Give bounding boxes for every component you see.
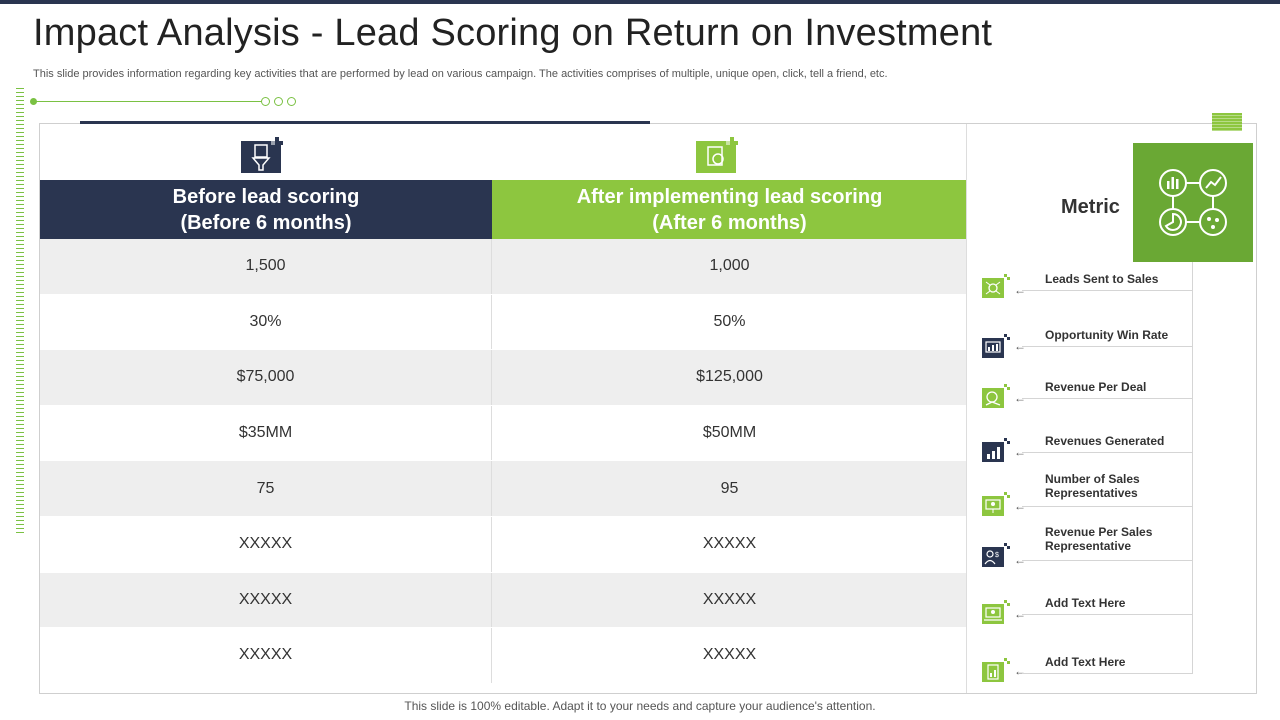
decorative-circle bbox=[287, 97, 296, 106]
arrow-left-icon: ← bbox=[1014, 445, 1026, 459]
header-after-line1: After implementing lead scoring bbox=[576, 185, 883, 208]
metric-text: Revenues Generated bbox=[1045, 434, 1165, 448]
decorative-dot bbox=[30, 98, 37, 105]
section-divider bbox=[966, 124, 967, 693]
metric-text: Number of Sales Representatives bbox=[1045, 472, 1140, 500]
decorative-dotted-bar bbox=[16, 88, 24, 534]
metric-item: ← Leads Sent to Sales bbox=[980, 270, 1195, 310]
svg-text:$: $ bbox=[995, 552, 999, 559]
metric-item: ← Revenue Per Deal bbox=[980, 378, 1195, 418]
metric-text: Leads Sent to Sales bbox=[1045, 272, 1159, 286]
header-after: After implementing lead scoring (After 6… bbox=[492, 180, 967, 239]
slide-title: Impact Analysis - Lead Scoring on Return… bbox=[33, 12, 993, 54]
metric-line bbox=[1022, 452, 1192, 453]
metric-line bbox=[1022, 290, 1192, 291]
comparison-table: 1,500 1,000 30% 50% $75,000 $125,000 $35… bbox=[40, 239, 967, 684]
before-value: XXXXX bbox=[40, 572, 492, 628]
metric-line bbox=[1022, 673, 1192, 674]
arrow-left-icon: ← bbox=[1014, 499, 1026, 513]
metric-item: ← Opportunity Win Rate bbox=[980, 326, 1195, 366]
arrow-left-icon: ← bbox=[1014, 607, 1026, 621]
metric-item: ← Add Text Here bbox=[980, 594, 1195, 634]
decorative-circle bbox=[261, 97, 270, 106]
metric-connector-line bbox=[1192, 262, 1193, 674]
metric-text: Add Text Here bbox=[1045, 596, 1126, 610]
arrow-left-icon: ← bbox=[1014, 391, 1026, 405]
slide-subtitle: This slide provides information regardin… bbox=[33, 68, 888, 80]
decorative-line bbox=[33, 101, 263, 102]
metric-line bbox=[1022, 506, 1192, 507]
decorative-tab bbox=[1212, 113, 1242, 131]
before-value: 1,500 bbox=[40, 239, 492, 294]
table-row: XXXXX XXXXX bbox=[40, 516, 967, 573]
chart-board-icon bbox=[980, 332, 1010, 360]
laptop-idea-icon bbox=[980, 598, 1010, 626]
metric-line bbox=[1022, 560, 1192, 561]
metric-line bbox=[1022, 398, 1192, 399]
metric-item: ← Number of Sales Representatives bbox=[980, 470, 1195, 516]
arrow-left-icon: ← bbox=[1014, 339, 1026, 353]
table-row: 75 95 bbox=[40, 461, 967, 517]
header-before-line1: Before lead scoring bbox=[172, 185, 360, 208]
after-value: $125,000 bbox=[696, 368, 763, 386]
analytics-dashboard-icon bbox=[1133, 143, 1253, 262]
network-icon bbox=[980, 272, 1010, 300]
metric-line bbox=[1022, 614, 1192, 615]
funnel-document-icon bbox=[241, 137, 283, 173]
header-after-line2: (After 6 months) bbox=[652, 211, 807, 234]
after-value: 1,000 bbox=[709, 257, 750, 275]
table-row: XXXXX XXXXX bbox=[40, 628, 967, 684]
metric-line bbox=[1022, 346, 1192, 347]
metric-text: Revenue Per Sales Representative bbox=[1045, 525, 1153, 553]
table-row: 1,500 1,000 bbox=[40, 239, 967, 295]
after-value: XXXXX bbox=[702, 590, 757, 608]
document-chart-icon bbox=[980, 656, 1010, 684]
table-row: $75,000 $125,000 bbox=[40, 350, 967, 406]
arrow-left-icon: ← bbox=[1014, 553, 1026, 567]
arrow-left-icon: ← bbox=[1014, 283, 1026, 297]
after-value: $50MM bbox=[702, 424, 757, 442]
metric-text: Opportunity Win Rate bbox=[1045, 328, 1169, 342]
metric-item: ← Add Text Here bbox=[980, 653, 1195, 693]
before-value: 75 bbox=[40, 461, 492, 516]
frame-accent-line bbox=[80, 121, 650, 124]
after-value: 95 bbox=[720, 479, 739, 497]
person-dollar-icon: $ bbox=[980, 541, 1010, 569]
header-before: Before lead scoring (Before 6 months) bbox=[40, 180, 492, 239]
header-before-line2: (Before 6 months) bbox=[180, 211, 352, 234]
metric-text: Revenue Per Deal bbox=[1045, 380, 1147, 394]
metric-item: ← Revenues Generated bbox=[980, 432, 1195, 472]
arrow-left-icon: ← bbox=[1014, 664, 1026, 678]
bar-growth-icon bbox=[980, 436, 1010, 464]
before-value: $35MM bbox=[40, 405, 492, 461]
after-value: XXXXX bbox=[702, 646, 757, 664]
target-document-icon bbox=[696, 137, 738, 173]
table-row: 30% 50% bbox=[40, 294, 967, 351]
metric-item: $ ← Revenue Per Sales Representative bbox=[980, 523, 1195, 567]
decorative-circle bbox=[274, 97, 283, 106]
after-value: XXXXX bbox=[702, 535, 757, 553]
before-value: XXXXX bbox=[40, 516, 492, 572]
table-row: XXXXX XXXXX bbox=[40, 572, 967, 629]
metric-label: Metric bbox=[1061, 196, 1120, 218]
top-accent-bar bbox=[0, 0, 1280, 4]
before-value: XXXXX bbox=[40, 628, 492, 683]
table-row: $35MM $50MM bbox=[40, 405, 967, 462]
before-value: 30% bbox=[40, 294, 492, 350]
after-value: 50% bbox=[713, 312, 746, 330]
handshake-dollar-icon bbox=[980, 382, 1010, 410]
metric-text: Add Text Here bbox=[1045, 655, 1126, 669]
before-value: $75,000 bbox=[40, 350, 492, 405]
footer-note: This slide is 100% editable. Adapt it to… bbox=[404, 699, 876, 713]
presentation-user-icon bbox=[980, 490, 1010, 518]
